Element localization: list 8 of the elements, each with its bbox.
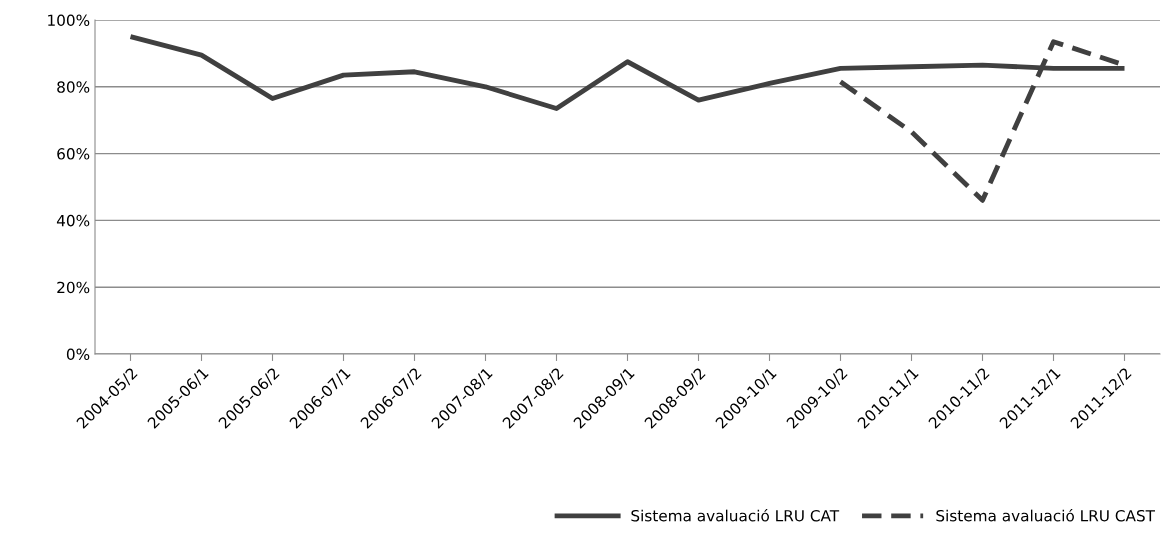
- y-tick-label: 0%: [66, 348, 90, 361]
- y-tick-label: 100%: [48, 14, 90, 27]
- y-tick-label: 20%: [57, 281, 90, 294]
- y-tick-label: 60%: [57, 148, 90, 160]
- y-tick-label: 80%: [57, 81, 90, 93]
- legend-label: Sistema avaluació LRU CAST: [936, 509, 1156, 522]
- y-tick-label: 40%: [56, 214, 90, 227]
- legend-label: Sistema avaluació LRU CAT: [631, 509, 840, 522]
